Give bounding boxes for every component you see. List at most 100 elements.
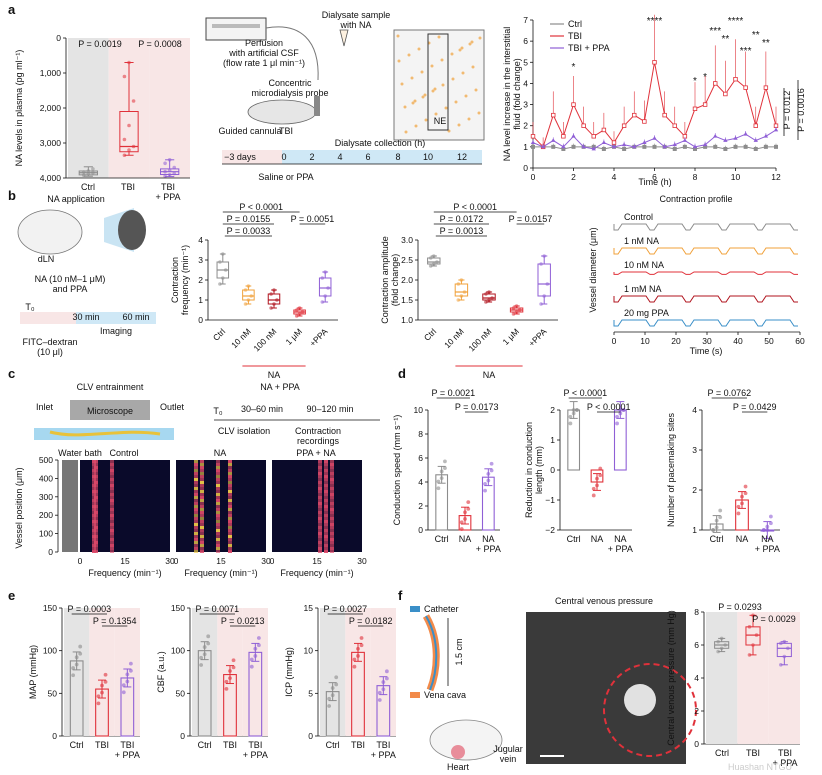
heatmap-cell bbox=[216, 460, 220, 463]
tc-legend-label: TBI bbox=[568, 31, 582, 41]
amp-box-point bbox=[542, 294, 546, 298]
heatmap-cell bbox=[110, 460, 114, 463]
tc-point bbox=[551, 144, 556, 149]
tc-ytick-label-line: 3 bbox=[523, 100, 528, 110]
heatmap-cell bbox=[324, 475, 328, 478]
heatmap-cell bbox=[194, 496, 198, 499]
heatmap-cell bbox=[110, 493, 114, 496]
catheter-label-line: Catheter bbox=[424, 604, 459, 614]
icp-cat-label: TBI + PPA bbox=[371, 740, 396, 760]
heatmap-xtick-label: 15 bbox=[216, 556, 226, 566]
tc-point bbox=[702, 142, 708, 147]
heatmap-cell bbox=[318, 478, 322, 481]
sites-bar-point bbox=[718, 515, 723, 520]
heatmap-cell bbox=[228, 541, 232, 544]
freq-tick-label: 2 bbox=[198, 275, 203, 285]
tc-point bbox=[743, 85, 748, 90]
amp-p0: P < 0.0001 bbox=[453, 202, 497, 212]
profile-trace-label: Control bbox=[624, 212, 653, 222]
sites-cat-label: NA bbox=[736, 534, 749, 544]
heatmap-cell bbox=[216, 538, 220, 541]
heatmap-cell bbox=[194, 535, 198, 538]
heatmap-cell bbox=[94, 475, 98, 478]
timeline-tick-label: 10 bbox=[423, 152, 433, 162]
collection-label: Dialysate collection (h) bbox=[335, 138, 426, 148]
heatmap-cell bbox=[110, 472, 114, 475]
tc-point bbox=[743, 144, 748, 149]
plasma-box-point bbox=[167, 173, 172, 177]
ne-label: NE bbox=[434, 116, 447, 126]
heatmap-cell bbox=[94, 529, 98, 532]
profile-xtick-label-line: 0 bbox=[612, 336, 617, 346]
plasma-box-point bbox=[122, 137, 127, 142]
heatmap-tick-label: 300 bbox=[39, 492, 53, 502]
b-timeline-pink bbox=[20, 312, 76, 324]
reduction-cat-label-line: NA bbox=[614, 534, 627, 544]
plasma-tick-label-line: 1,000 bbox=[40, 68, 62, 78]
heatmap-xlabel: Frequency (min⁻¹) bbox=[88, 568, 161, 578]
reduction-bar-point bbox=[571, 411, 576, 416]
heatmap-cell bbox=[318, 466, 322, 469]
speed-cat-label-line: NA bbox=[482, 534, 495, 544]
speed-bar-point bbox=[486, 471, 491, 476]
map-bar-point bbox=[74, 655, 79, 660]
freq-p1: P = 0.0155 bbox=[227, 214, 271, 224]
heatmap-cell bbox=[110, 529, 114, 532]
speed-bar-point bbox=[489, 461, 494, 466]
heatmap-cell bbox=[324, 535, 328, 538]
icp-p0-line: P = 0.0027 bbox=[324, 604, 368, 614]
heatmap-cell bbox=[200, 505, 204, 508]
cvp-tick-label-line: 4 bbox=[694, 673, 699, 683]
heatmap-cell bbox=[194, 544, 198, 547]
heatmap-cell bbox=[216, 532, 220, 535]
heatmap-xlabel: Frequency (min⁻¹) bbox=[184, 568, 257, 578]
heatmap-cell bbox=[324, 526, 328, 529]
heatmap-cell bbox=[94, 460, 98, 463]
heatmap-cell bbox=[200, 517, 204, 520]
freq-box-point bbox=[272, 302, 276, 306]
heatmap-cell bbox=[200, 508, 204, 511]
profile-trace-label-line: Control bbox=[624, 212, 653, 222]
cvp-tick-label: 0 bbox=[694, 739, 699, 749]
cbf-ylabel-line: CBF (a.u.) bbox=[156, 651, 166, 693]
heatmap-cell bbox=[330, 478, 334, 481]
plasma-ylabel: NA levels in plasma (pg ml⁻¹) bbox=[14, 50, 24, 167]
amp-box-point bbox=[432, 254, 436, 258]
sites-cat-label-line: NA bbox=[736, 534, 749, 544]
sites-bar-point bbox=[736, 511, 741, 516]
tc-significance-star: **** bbox=[728, 16, 744, 27]
heatmap-cell bbox=[216, 478, 220, 481]
heatmap-xtick-label: 15 bbox=[120, 556, 130, 566]
map-ylabel-line: MAP (mmHg) bbox=[28, 645, 38, 699]
perfusion-label-line: with artificial CSF bbox=[228, 48, 299, 58]
catheter-label: Catheter bbox=[424, 604, 459, 614]
heatmap-cell bbox=[200, 541, 204, 544]
reduction-bar-point bbox=[618, 408, 623, 412]
speed-cat-label: Ctrl bbox=[435, 534, 449, 544]
heatmap-cell bbox=[110, 544, 114, 547]
dln-label: dLN bbox=[38, 254, 55, 264]
heatmap-cell bbox=[228, 487, 232, 490]
tc-point bbox=[702, 102, 708, 107]
icp-bar-point bbox=[334, 682, 339, 687]
heatmap-cell bbox=[228, 481, 232, 484]
heatmap-cell bbox=[200, 529, 204, 532]
amp-box-point bbox=[459, 278, 464, 282]
amp-cat-label-line: 1 μM bbox=[500, 326, 521, 347]
heatmap-cell bbox=[200, 499, 204, 502]
b-t30-label-line: 30 min bbox=[72, 312, 99, 322]
timeline-tick-label-line: 0 bbox=[281, 152, 286, 162]
tc-point bbox=[682, 138, 688, 142]
b-t0-label: T₀ bbox=[25, 302, 34, 312]
figure-layer: a b c d e f 4,000 3,000 2,000 1,000 0 NA levels in … bbox=[8, 2, 806, 772]
ne-dot-icon bbox=[407, 53, 411, 57]
heatmap-cell bbox=[94, 520, 98, 523]
icp-p1: P = 0.0182 bbox=[349, 616, 393, 626]
tc-point bbox=[571, 144, 576, 149]
cvp-cat-label: TBI bbox=[746, 748, 760, 758]
map-cat-label-line: TBI bbox=[120, 740, 134, 750]
outlet-label-line: Outlet bbox=[160, 402, 185, 412]
cvp-tick-label-line: 6 bbox=[694, 640, 699, 650]
timeline-tick-label: −3 days bbox=[224, 152, 256, 162]
microscope-label: Microscope bbox=[87, 406, 133, 416]
